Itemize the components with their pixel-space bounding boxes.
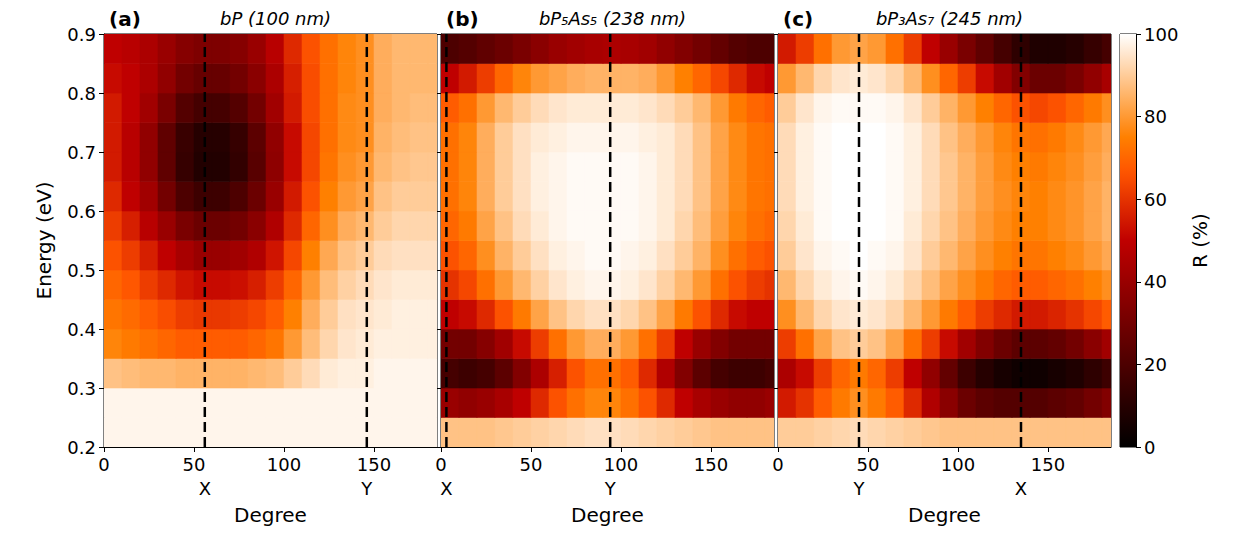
svg-text:X: X: [1015, 478, 1027, 499]
svg-text:0: 0: [772, 454, 783, 475]
svg-text:0.5: 0.5: [67, 260, 96, 281]
svg-text:0.4: 0.4: [67, 319, 96, 340]
svg-text:Degree: Degree: [908, 503, 981, 527]
svg-text:X: X: [440, 478, 452, 499]
svg-text:20: 20: [1144, 354, 1167, 375]
svg-text:(c): (c): [783, 7, 813, 31]
svg-text:R (%): R (%): [1188, 213, 1212, 268]
svg-text:80: 80: [1144, 106, 1167, 127]
svg-text:bP₃As₇ (245 nm): bP₃As₇ (245 nm): [876, 8, 1023, 29]
svg-text:100: 100: [1144, 24, 1178, 45]
svg-text:X: X: [199, 478, 211, 499]
svg-text:(b): (b): [446, 7, 479, 31]
svg-text:150: 150: [1031, 454, 1065, 475]
svg-text:bP₅As₅ (238 nm): bP₅As₅ (238 nm): [539, 8, 686, 29]
svg-text:0: 0: [435, 454, 446, 475]
svg-text:0.9: 0.9: [67, 24, 96, 45]
svg-text:150: 150: [357, 454, 391, 475]
svg-text:0: 0: [98, 454, 109, 475]
svg-text:Degree: Degree: [234, 503, 307, 527]
svg-text:Y: Y: [360, 478, 373, 499]
svg-text:0.7: 0.7: [67, 142, 96, 163]
svg-text:150: 150: [694, 454, 728, 475]
svg-text:0.3: 0.3: [67, 378, 96, 399]
svg-text:0.6: 0.6: [67, 201, 96, 222]
svg-text:100: 100: [941, 454, 975, 475]
svg-text:Degree: Degree: [571, 503, 644, 527]
svg-text:bP (100 nm): bP (100 nm): [220, 8, 331, 29]
svg-text:100: 100: [604, 454, 638, 475]
svg-text:50: 50: [857, 454, 880, 475]
svg-text:Y: Y: [604, 478, 617, 499]
svg-text:(a): (a): [109, 7, 141, 31]
svg-text:100: 100: [267, 454, 301, 475]
svg-text:Energy (eV): Energy (eV): [32, 182, 56, 300]
svg-text:Y: Y: [853, 478, 866, 499]
svg-text:0: 0: [1144, 437, 1155, 458]
svg-text:60: 60: [1144, 189, 1167, 210]
svg-text:50: 50: [520, 454, 543, 475]
svg-text:40: 40: [1144, 271, 1167, 292]
svg-text:0.2: 0.2: [67, 437, 96, 458]
svg-text:0.8: 0.8: [67, 83, 96, 104]
svg-text:50: 50: [183, 454, 206, 475]
